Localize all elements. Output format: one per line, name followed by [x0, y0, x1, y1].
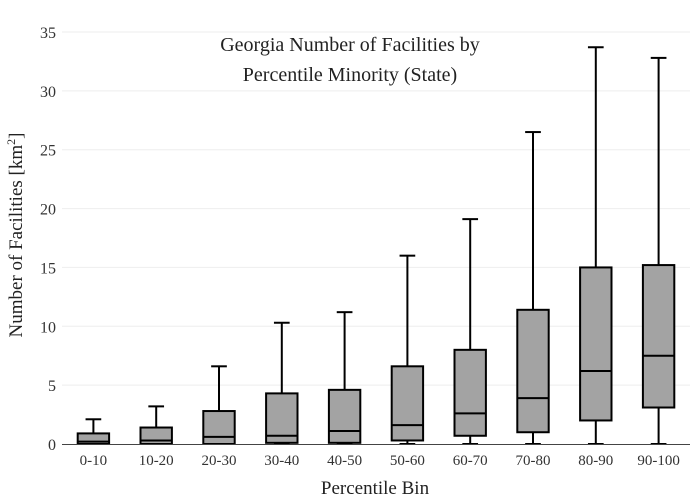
iqr-box — [327, 388, 362, 444]
box-70-80 — [516, 131, 550, 445]
y-axis-label-main: Number of Facilities [km — [6, 145, 27, 338]
box-40-50 — [327, 311, 362, 445]
y-tick-label: 25 — [40, 143, 56, 160]
box-10-20 — [139, 405, 173, 445]
x-tick-label: 40-50 — [327, 453, 362, 469]
iqr-box — [641, 264, 676, 409]
y-axis-label-superscript: 2 — [4, 139, 18, 145]
iqr-box — [390, 365, 425, 442]
chart-title-line1: Georgia Number of Facilities by — [220, 34, 480, 56]
box-series — [76, 46, 676, 446]
y-tick-label: 15 — [40, 260, 56, 277]
iqr-box — [516, 308, 550, 434]
x-tick-label: 80-90 — [578, 453, 613, 469]
box-50-60 — [390, 254, 425, 445]
y-tick-label: 30 — [40, 84, 56, 101]
x-tick-label: 90-100 — [637, 453, 680, 469]
y-tick-label: 5 — [48, 378, 56, 395]
x-tick-label: 0-10 — [80, 453, 108, 469]
box-80-90 — [579, 46, 613, 445]
box-30-40 — [265, 321, 299, 445]
y-tick-label: 10 — [40, 319, 56, 336]
y-axis-label-end: ] — [6, 133, 27, 139]
iqr-box — [265, 392, 299, 444]
x-tick-labels: 0-10 10-20 20-30 30-40 40-50 50-60 60-70 70-80 8… — [80, 453, 680, 469]
y-tick-label: 35 — [40, 25, 56, 42]
iqr-box — [453, 348, 487, 437]
y-axis-label: Number of Facilities [km2] — [4, 133, 27, 338]
box-60-70 — [453, 218, 487, 445]
gridlines — [62, 31, 690, 386]
box-0-10 — [76, 418, 111, 445]
x-tick-label: 70-80 — [516, 453, 551, 469]
x-tick-label: 20-30 — [202, 453, 237, 469]
iqr-box — [139, 426, 173, 445]
box-20-30 — [202, 365, 236, 446]
x-tick-label: 60-70 — [453, 453, 488, 469]
x-tick-label: 10-20 — [139, 453, 174, 469]
x-axis-label: Percentile Bin — [321, 478, 430, 499]
iqr-box — [202, 410, 236, 446]
x-tick-label: 50-60 — [390, 453, 425, 469]
chart-title-line2: Percentile Minority (State) — [243, 64, 457, 86]
y-tick-label: 20 — [40, 202, 56, 219]
y-tick-labels: 0 5 10 15 20 25 30 35 — [40, 25, 56, 454]
iqr-box — [579, 266, 613, 422]
y-tick-label: 0 — [48, 437, 56, 454]
x-tick-label: 30-40 — [264, 453, 299, 469]
box-90-100 — [641, 56, 676, 445]
